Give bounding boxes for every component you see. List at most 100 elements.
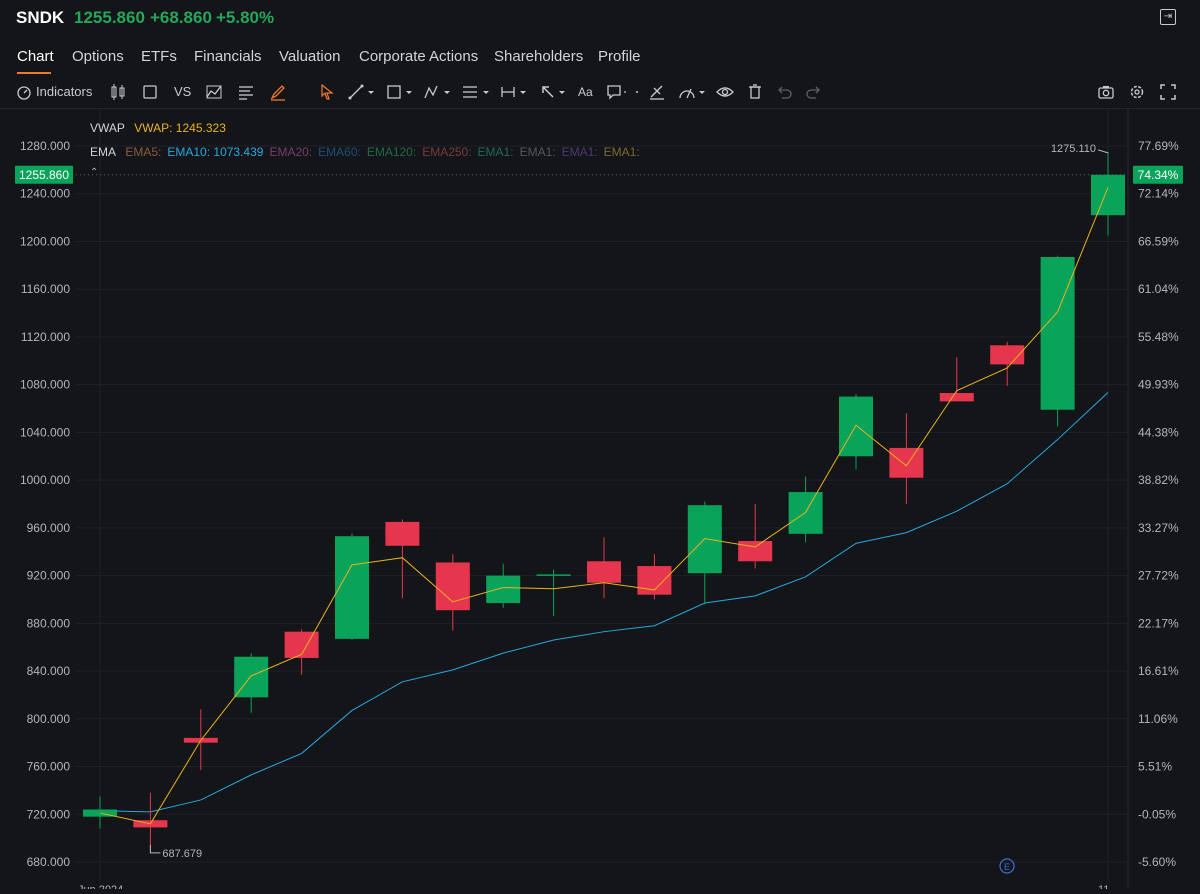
- price-change-percent: +5.80%: [216, 8, 275, 27]
- ema-legend-item: EMA60:: [318, 145, 361, 159]
- fibonacci-tool-icon[interactable]: [462, 82, 492, 102]
- trash-icon[interactable]: [748, 82, 762, 102]
- percent-tick-label: -5.60%: [1138, 855, 1176, 869]
- tab-financials[interactable]: Financials: [194, 48, 262, 65]
- current-percent-badge: [1133, 165, 1183, 184]
- shape-tool-icon[interactable]: [386, 82, 414, 102]
- price-tick-label: 1080.000: [20, 378, 70, 392]
- lines-icon[interactable]: [238, 82, 254, 102]
- tab-profile[interactable]: Profile: [598, 48, 641, 65]
- candle-down: [990, 345, 1025, 365]
- vwap-line: [99, 187, 1109, 825]
- tab-shareholders[interactable]: Shareholders: [494, 48, 584, 65]
- tab-options[interactable]: Options: [72, 48, 124, 65]
- tab-corporate-actions[interactable]: Corporate Actions: [359, 48, 479, 65]
- vwap-legend: VWAP VWAP: 1245.323: [90, 121, 232, 135]
- percent-tick-label: 11.06%: [1138, 712, 1178, 726]
- ema-legend-item: EMA1:: [519, 145, 556, 159]
- ema-legend-item: EMA20:: [269, 145, 313, 159]
- active-tab-indicator: [17, 72, 51, 74]
- vwap-legend-value: VWAP: 1245.323: [134, 121, 226, 135]
- comment-icon[interactable]: [606, 82, 626, 102]
- candle-up: [1091, 174, 1125, 216]
- eraser-icon[interactable]: [648, 82, 666, 102]
- price-tick-label: 760.000: [27, 760, 71, 774]
- candle-up: [839, 396, 873, 457]
- eye-icon[interactable]: [716, 82, 734, 102]
- earnings-marker-letter: E: [1004, 862, 1010, 872]
- ema-legend-title: EMA: [90, 145, 117, 159]
- quote-header: SNDK 1255.860 +68.860 +5.80% ⇥: [0, 0, 1200, 36]
- magnet-tool-icon[interactable]: [678, 82, 708, 102]
- percent-tick-label: 5.51%: [1138, 760, 1172, 774]
- measure-tool-icon[interactable]: [500, 82, 530, 102]
- redo-icon[interactable]: [806, 82, 822, 102]
- ticker-symbol: SNDK: [16, 8, 65, 27]
- percent-tick-label: 49.93%: [1138, 378, 1179, 392]
- price-tick-label: 1000.000: [20, 473, 70, 487]
- collapse-legend-icon[interactable]: ⌃: [90, 167, 99, 178]
- settings-gear-icon[interactable]: [1129, 82, 1145, 102]
- pencil-icon[interactable]: [270, 82, 286, 102]
- arrow-tool-icon[interactable]: [540, 82, 568, 102]
- trendline-icon[interactable]: [348, 82, 376, 102]
- percent-tick-label: 61.04%: [1138, 282, 1179, 296]
- x-axis-label: Jun 2024: [78, 884, 123, 889]
- ema10-line: [99, 392, 1109, 813]
- candle-down: [939, 393, 974, 402]
- candle-type-icon[interactable]: [110, 82, 126, 102]
- percent-tick-label: 66.59%: [1138, 234, 1179, 248]
- vwap-legend-title: VWAP: [90, 121, 125, 135]
- cursor-icon[interactable]: [320, 82, 334, 102]
- price-tick-label: 800.000: [27, 712, 71, 726]
- indicators-button[interactable]: Indicators: [16, 82, 92, 102]
- text-tool-button[interactable]: Aa: [578, 85, 593, 99]
- tab-chart[interactable]: Chart: [17, 48, 54, 65]
- square-icon[interactable]: [143, 82, 157, 102]
- compare-vs-button[interactable]: VS: [174, 84, 192, 99]
- percent-tick-label: 55.48%: [1138, 330, 1179, 344]
- percent-tick-label: 16.61%: [1138, 664, 1179, 678]
- ema-legend-item: EMA10: 1073.439: [167, 145, 264, 159]
- ema-legend-item: EMA1:: [603, 145, 640, 159]
- percent-tick-label: 77.69%: [1138, 139, 1179, 153]
- price-tick-label: 680.000: [27, 855, 71, 869]
- candle-down: [738, 540, 773, 562]
- chart-toolbar: Indicators VS Aa: [0, 80, 1200, 104]
- tab-etfs[interactable]: ETFs: [141, 48, 177, 65]
- ema-legend-item: EMA1:: [477, 145, 514, 159]
- ema-legend-item: EMA250:: [422, 145, 472, 159]
- price-chart[interactable]: 1280.000 1240.000 1200.000 1160.000 1120.000…: [0, 108, 1200, 894]
- candle-up: [536, 574, 571, 576]
- candlestick-chart[interactable]: 1280.000 1240.000 1200.000 1160.000 1120.000…: [0, 109, 1200, 894]
- last-price: 1255.860: [74, 8, 145, 27]
- price-tick-label: 840.000: [27, 664, 71, 678]
- pattern-tool-icon[interactable]: [424, 82, 452, 102]
- low-price-label: 687.679: [162, 848, 202, 860]
- price-tick-label: 920.000: [27, 569, 71, 583]
- indicators-label: Indicators: [36, 84, 93, 99]
- candle-up: [1040, 256, 1075, 410]
- fullscreen-icon[interactable]: [1160, 82, 1176, 102]
- percent-tick-label: 44.38%: [1138, 425, 1179, 439]
- x-axis-label: 11: [1098, 884, 1109, 889]
- price-tick-label: 1280.000: [20, 139, 70, 153]
- price-tick-label: 880.000: [27, 616, 71, 630]
- gauge-icon: [17, 85, 31, 100]
- popout-icon[interactable]: ⇥: [1160, 9, 1176, 25]
- price-tick-label: 1200.000: [20, 234, 70, 248]
- current-price-label: 1255.860: [19, 168, 69, 182]
- candle-down: [889, 447, 924, 478]
- percent-tick-label: 72.14%: [1138, 187, 1179, 201]
- camera-icon[interactable]: [1098, 82, 1114, 102]
- current-price-badge: [15, 165, 73, 184]
- price-tick-label: 1120.000: [21, 330, 70, 344]
- dot-icon[interactable]: [634, 82, 640, 102]
- percent-tick-label: 38.82%: [1138, 473, 1179, 487]
- tab-valuation[interactable]: Valuation: [279, 48, 341, 65]
- candle-down: [435, 562, 470, 611]
- high-marker-line: [1097, 149, 1109, 154]
- price-tick-label: 720.000: [27, 807, 71, 821]
- undo-icon[interactable]: [776, 82, 792, 102]
- chart-style-icon[interactable]: [206, 82, 222, 102]
